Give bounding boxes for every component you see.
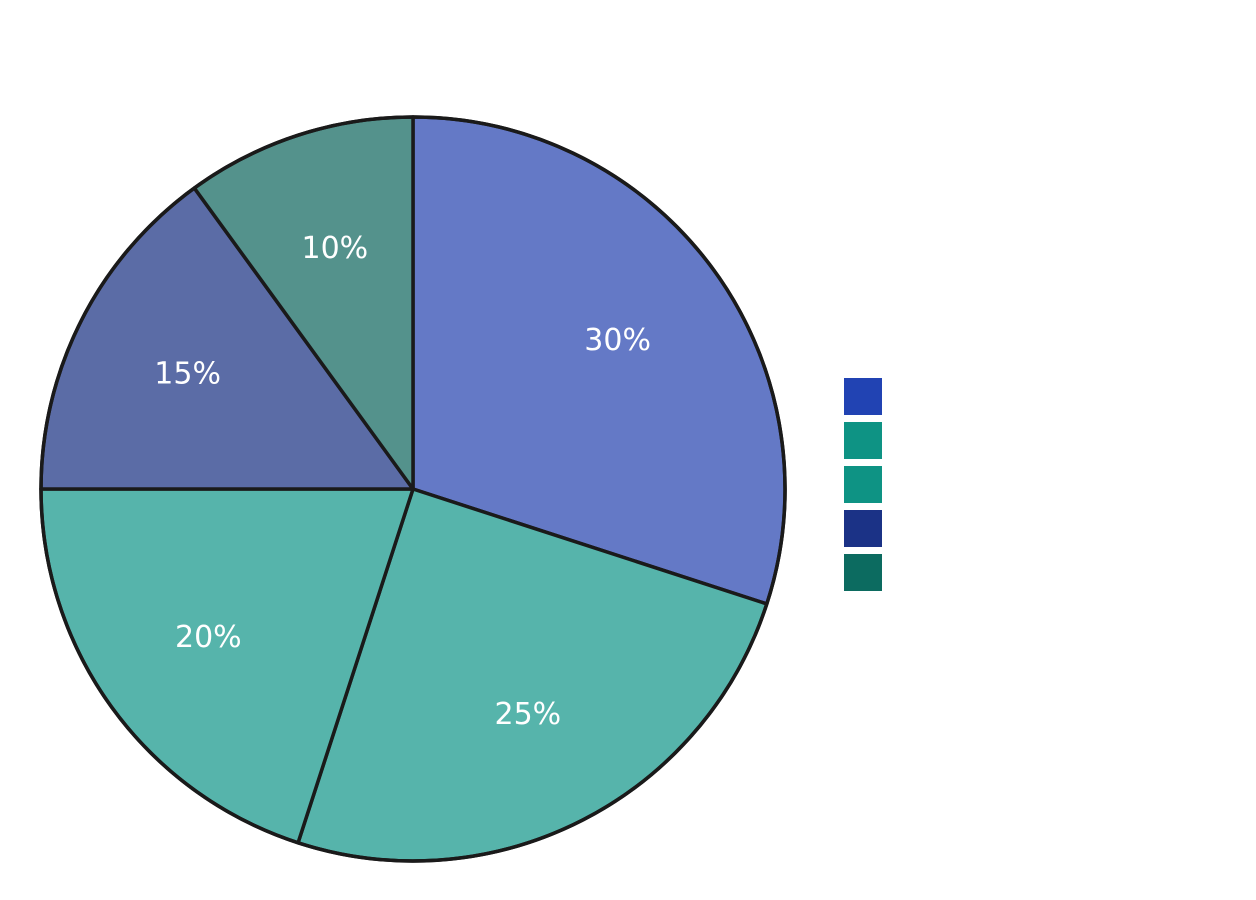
legend-swatch-5	[844, 554, 882, 591]
slice-label-4: 15%	[154, 357, 221, 392]
legend-swatch-2	[844, 422, 882, 459]
legend-swatch-4	[844, 510, 882, 547]
pie-slices	[39, 115, 787, 863]
slice-label-1: 30%	[584, 323, 651, 358]
slice-label-5: 10%	[301, 231, 368, 266]
legend-swatch-1	[844, 378, 882, 415]
slice-label-2: 25%	[494, 697, 561, 732]
pie-outline	[39, 115, 787, 863]
legend-swatch-3	[844, 466, 882, 503]
slice-label-3: 20%	[175, 620, 242, 655]
slice-labels: 30% 25% 20% 15% 10%	[154, 231, 651, 732]
legend	[844, 378, 882, 591]
